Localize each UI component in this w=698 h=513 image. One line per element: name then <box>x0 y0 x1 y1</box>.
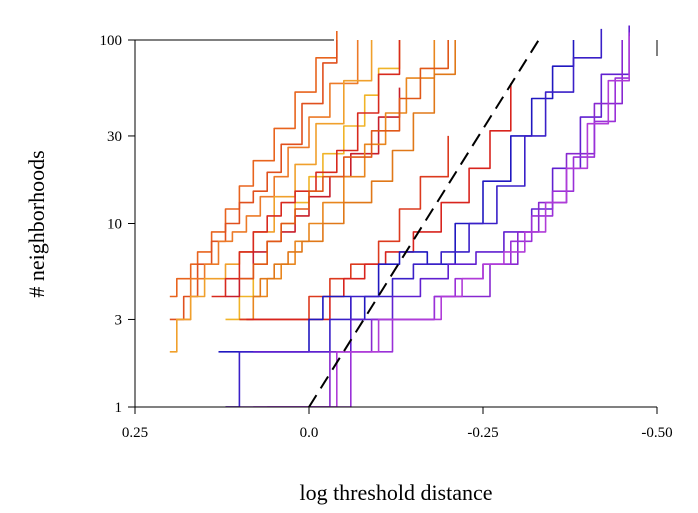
reference-dashed-line <box>308 39 540 407</box>
series-line-10 <box>239 40 449 280</box>
y-tick-label: 3 <box>115 312 123 328</box>
series-line-5 <box>225 40 401 321</box>
x-tick-label: 0.0 <box>300 425 319 441</box>
y-tick-label: 30 <box>107 129 122 145</box>
y-tick-label: 100 <box>100 33 123 49</box>
x-tick-label: -0.50 <box>641 425 672 441</box>
y-tick-label: 10 <box>107 217 122 233</box>
series-line-8 <box>239 40 436 321</box>
series-line-2 <box>169 40 338 321</box>
series-line-17 <box>267 32 630 407</box>
x-axis: 0.25 0.0 -0.25 -0.50 <box>122 406 673 441</box>
series-line-7 <box>225 87 401 298</box>
series-line-3 <box>176 40 359 321</box>
y-axis-label: # neighborhoods <box>24 150 49 297</box>
series-line-18 <box>253 36 630 407</box>
x-tick-label: -0.25 <box>467 425 498 441</box>
y-tick-label: 1 <box>115 400 123 416</box>
y-axis: 1 3 10 30 100 <box>100 33 136 416</box>
plot-area <box>135 25 658 407</box>
x-tick-label: 0.25 <box>122 425 148 441</box>
x-axis-label: log threshold distance <box>299 480 492 505</box>
series-line-12 <box>246 83 512 321</box>
series-line-6 <box>211 40 401 298</box>
series-line-9 <box>253 40 456 298</box>
